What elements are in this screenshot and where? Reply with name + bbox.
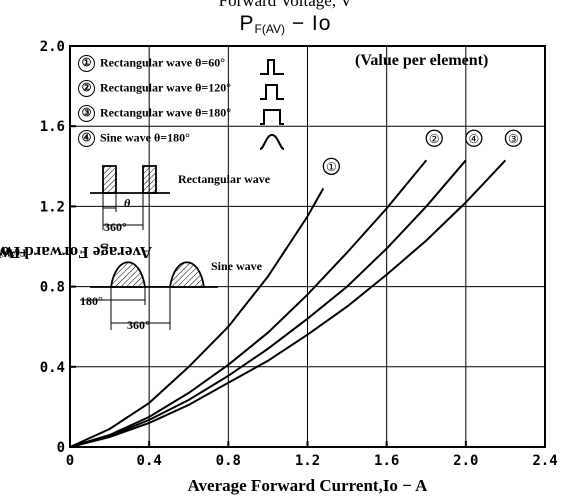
series-line-3	[69, 159, 507, 448]
legend-icons	[259, 59, 285, 150]
legend-label: Rectangular wave θ=180°	[100, 105, 231, 120]
legend-number: ④	[78, 130, 95, 147]
curve-label-1: ①	[322, 157, 340, 176]
rect-wave-theta-label: θ	[124, 196, 131, 210]
curve-label-4: ④	[465, 129, 483, 147]
sine-wave-hump	[109, 261, 147, 288]
y-tick-label: 0.4	[40, 360, 65, 376]
series-line-2	[69, 159, 428, 448]
curve-label-circle	[465, 129, 483, 147]
x-tick-label: 0	[66, 453, 74, 469]
legend-number: ②	[78, 80, 95, 97]
sine-wave-hump	[168, 261, 206, 288]
legend-waveform-icon-1	[260, 59, 284, 75]
value-note: (Value per element)	[355, 52, 489, 69]
sine-wave-half-label: 180°	[80, 294, 103, 308]
y-tick-label: 1.6	[40, 119, 65, 135]
legend-number: ①	[78, 55, 95, 72]
legend-waveform-icon-4	[259, 133, 285, 150]
legend-item-3: ③ Rectangular wave θ=180°	[78, 105, 231, 122]
header-cut-text: Forward Voltage, V	[218, 0, 353, 10]
sine-wave-name: Sine wave	[211, 259, 263, 273]
legend-label: Rectangular wave θ=120°	[100, 80, 231, 95]
series-line-4	[69, 159, 467, 448]
rect-wave-pulse	[102, 165, 117, 194]
grid	[70, 46, 545, 447]
chart-title: PF(AV) − Io	[239, 12, 332, 36]
tick-labels: 0 0.4 0.8 1.2 1.6 2.0 2.4 0 0.4 0.8 1.2 1.6 2.0	[40, 39, 558, 469]
y-tick-label: 1.2	[40, 199, 65, 215]
series-lines: ① ② ③ ④	[69, 129, 523, 448]
curve-label-3: ③	[504, 129, 523, 147]
y-tick-label: 0	[57, 440, 65, 456]
x-tick-label: 2.4	[532, 453, 557, 469]
legend-label: Rectangular wave θ=60°	[100, 55, 225, 70]
legend-item-4: ④ Sine wave θ=180°	[78, 130, 190, 147]
curve-label-text: ②	[429, 132, 440, 146]
rect-wave-name: Rectangular wave	[178, 172, 271, 186]
waveform-insets: θ 360° Rectangular wave 180° 360° Sine wave	[80, 165, 271, 332]
x-tick-label: 0.4	[137, 453, 162, 469]
x-tick-label: 1.6	[374, 453, 399, 469]
legend-label: Sine wave θ=180°	[100, 130, 190, 145]
rect-wave-period-label: 360°	[104, 220, 127, 234]
legend-waveform-icon-2	[260, 84, 284, 100]
legend-item-2: ② Rectangular wave θ=120°	[78, 80, 231, 97]
x-axis-label: Average Forward Current,Io − A	[187, 476, 428, 495]
x-tick-label: 1.2	[295, 453, 320, 469]
legend-waveform-icon-3	[260, 109, 284, 125]
legend-number: ③	[78, 105, 95, 122]
legend-item-1: ① Rectangular wave θ=60°	[78, 55, 225, 72]
curve-label-text: ④	[468, 132, 479, 146]
rect-wave-pulse	[142, 165, 157, 194]
x-tick-label: 2.0	[453, 453, 478, 469]
y-tick-label: 2.0	[40, 39, 65, 55]
curve-label-text: ③	[508, 132, 519, 146]
y-tick-label: 0.8	[40, 280, 65, 296]
curve-label-circle	[322, 157, 340, 176]
curve-label-2: ②	[425, 129, 443, 147]
x-tick-label: 0.8	[216, 453, 241, 469]
curve-label-text: ①	[326, 160, 337, 174]
series-line-1	[69, 187, 325, 448]
curve-label-circle	[425, 129, 443, 147]
sine-wave-period-label: 360°	[127, 318, 150, 332]
curve-label-circle	[504, 129, 523, 147]
